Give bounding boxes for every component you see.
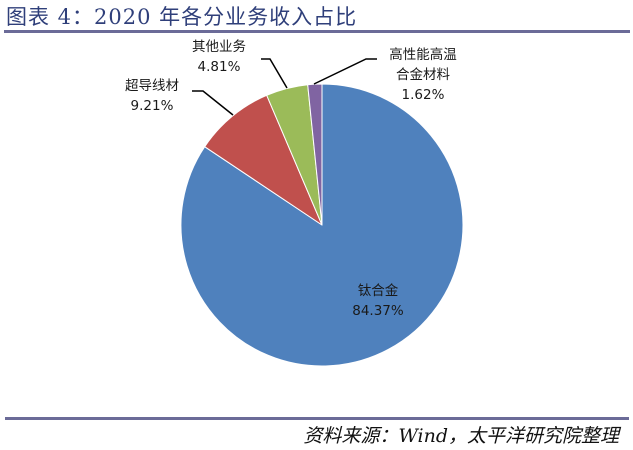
label-value: 84.37% xyxy=(352,303,404,319)
label-value: 4.81% xyxy=(197,59,241,75)
label-superconducting-wire: 超导线材 9.21% xyxy=(112,76,192,116)
label-name: 钛合金 xyxy=(357,283,399,299)
title-divider xyxy=(4,30,630,33)
label-name-line1: 高性能高温 xyxy=(389,47,457,63)
slice-superconducting-wire xyxy=(204,94,323,226)
label-titanium-alloy: 钛合金 84.37% xyxy=(338,281,418,321)
label-name-line2: 合金材料 xyxy=(396,67,450,83)
label-other-business: 其他业务 4.81% xyxy=(179,37,259,77)
leader-line-other xyxy=(261,58,288,89)
footer-divider xyxy=(5,417,629,420)
label-value: 9.21% xyxy=(130,98,174,114)
label-name: 其他业务 xyxy=(192,39,246,55)
label-name: 超导线材 xyxy=(125,78,179,94)
figure-title: 图表 4：2020 年各分业务收入占比 xyxy=(6,5,358,29)
label-high-temp-alloy: 高性能高温 合金材料 1.62% xyxy=(375,45,471,105)
source-note: 资料来源：Wind，太平洋研究院整理 xyxy=(303,425,619,447)
leader-line-high-temp xyxy=(313,58,377,85)
label-value: 1.62% xyxy=(401,87,445,103)
leader-line-superconducting xyxy=(192,90,234,116)
